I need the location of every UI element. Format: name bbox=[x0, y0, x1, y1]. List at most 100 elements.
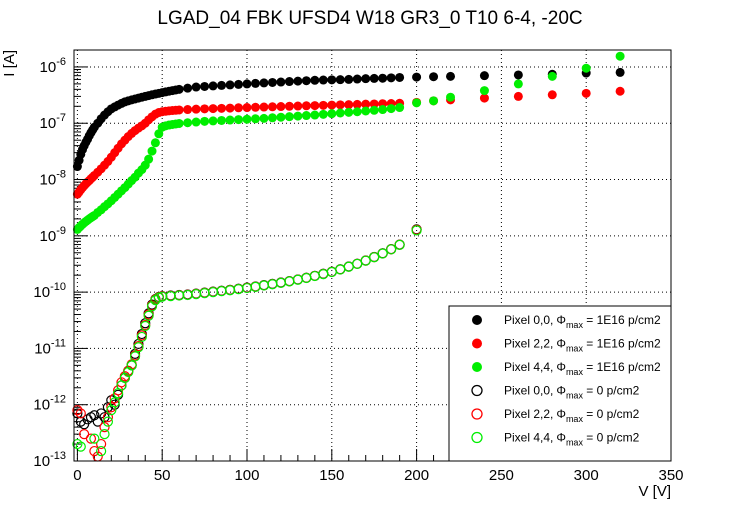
data-point bbox=[191, 117, 201, 127]
y-tick-label: 10-10 bbox=[33, 281, 66, 301]
data-point bbox=[183, 118, 193, 128]
data-point bbox=[335, 100, 345, 110]
data-point bbox=[513, 79, 523, 89]
data-point bbox=[89, 433, 100, 444]
data-point bbox=[200, 81, 210, 91]
data-point bbox=[234, 79, 244, 89]
data-point bbox=[276, 102, 286, 112]
y-tick-label: 10-7 bbox=[40, 112, 66, 132]
data-point bbox=[191, 104, 201, 114]
data-point bbox=[75, 416, 86, 427]
data-point bbox=[174, 84, 184, 94]
data-point bbox=[395, 72, 405, 82]
data-point bbox=[217, 103, 227, 113]
data-point bbox=[344, 74, 354, 84]
legend-label: Pixel 2,2, Φmax = 1E16 p/cm2 bbox=[504, 337, 661, 354]
data-point bbox=[615, 51, 625, 61]
data-point bbox=[615, 67, 625, 77]
data-point bbox=[259, 113, 269, 123]
legend-marker bbox=[471, 384, 483, 397]
data-point bbox=[284, 112, 294, 122]
data-point bbox=[225, 80, 235, 90]
y-tick-label: 10-8 bbox=[40, 169, 66, 189]
data-point bbox=[352, 74, 362, 84]
data-point bbox=[378, 105, 388, 115]
data-point bbox=[250, 102, 260, 112]
data-point bbox=[225, 115, 235, 125]
series-layer bbox=[72, 51, 625, 462]
data-point bbox=[386, 73, 396, 83]
data-point bbox=[75, 408, 86, 419]
legend-marker bbox=[472, 362, 482, 372]
series-5 bbox=[72, 225, 422, 457]
chart-title: LGAD_04 FBK UFSD4 W18 GR3_0 T10 6-4, -20… bbox=[157, 8, 582, 29]
data-point bbox=[183, 105, 193, 115]
data-point bbox=[191, 82, 201, 92]
data-point bbox=[369, 105, 379, 115]
x-tick-label: 250 bbox=[489, 467, 514, 484]
x-tick-label: 50 bbox=[154, 467, 171, 484]
data-point bbox=[386, 104, 396, 114]
data-point bbox=[395, 103, 405, 113]
data-point bbox=[72, 438, 83, 450]
data-point bbox=[174, 105, 184, 115]
data-point bbox=[446, 71, 456, 81]
data-point bbox=[361, 106, 371, 116]
data-point bbox=[335, 108, 345, 118]
data-point bbox=[318, 109, 328, 119]
data-point bbox=[72, 405, 83, 416]
y-axis: 10-13 10-12 10-11 10-10 10-9 10-8 10-7 10-6 bbox=[33, 56, 88, 470]
legend-label: Pixel 2,2, Φmax = 0 p/cm2 bbox=[504, 407, 640, 424]
data-point bbox=[352, 99, 362, 109]
data-point bbox=[85, 433, 97, 444]
data-point bbox=[352, 258, 363, 270]
data-point bbox=[75, 441, 86, 452]
data-point bbox=[310, 75, 320, 85]
data-point bbox=[411, 225, 422, 236]
data-point bbox=[293, 111, 303, 121]
y-tick-label: 10-13 bbox=[33, 450, 66, 470]
legend-marker bbox=[472, 315, 482, 325]
data-point bbox=[293, 101, 303, 111]
y-tick-label: 10-6 bbox=[40, 56, 66, 76]
data-point bbox=[208, 81, 218, 91]
data-point bbox=[208, 104, 218, 114]
data-point bbox=[327, 100, 337, 110]
data-point bbox=[344, 100, 354, 110]
data-point bbox=[267, 77, 277, 87]
data-point bbox=[318, 75, 328, 85]
data-point bbox=[200, 104, 210, 114]
legend-label: Pixel 0,0, Φmax = 0 p/cm2 bbox=[504, 384, 640, 401]
data-point bbox=[361, 99, 371, 109]
data-point bbox=[293, 76, 303, 86]
data-point bbox=[344, 107, 354, 117]
series-0 bbox=[72, 67, 625, 172]
x-tick-label: 350 bbox=[658, 467, 683, 484]
data-point bbox=[234, 103, 244, 113]
data-point bbox=[200, 116, 210, 126]
y-tick-label: 10-12 bbox=[33, 394, 66, 414]
data-point bbox=[267, 102, 277, 112]
data-point bbox=[119, 372, 130, 383]
data-point bbox=[217, 115, 227, 125]
data-point bbox=[96, 438, 107, 450]
series-2 bbox=[72, 51, 625, 234]
data-point bbox=[369, 73, 379, 83]
x-tick-label: 100 bbox=[234, 467, 259, 484]
data-point bbox=[335, 75, 345, 85]
data-point bbox=[150, 138, 160, 148]
data-point bbox=[361, 74, 371, 84]
data-point bbox=[547, 90, 557, 100]
data-point bbox=[310, 110, 320, 120]
data-point bbox=[102, 416, 114, 427]
data-point bbox=[377, 248, 388, 259]
data-point bbox=[513, 91, 523, 101]
data-point bbox=[513, 70, 523, 80]
data-point bbox=[284, 77, 294, 87]
data-point bbox=[378, 73, 388, 83]
data-point bbox=[250, 78, 260, 88]
data-point bbox=[318, 100, 328, 110]
data-point bbox=[615, 86, 625, 96]
data-point bbox=[140, 320, 151, 332]
